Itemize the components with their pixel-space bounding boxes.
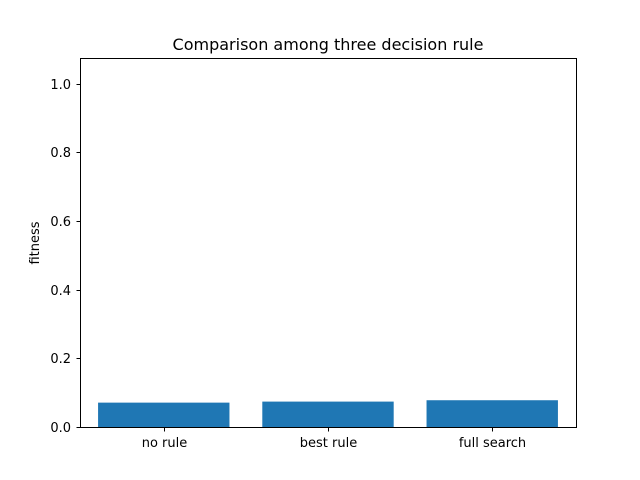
y-tick-label-5: 1.0 xyxy=(50,78,71,93)
y-tick-label-0: 0.0 xyxy=(50,421,71,436)
y-tick-label-4: 0.8 xyxy=(50,146,71,161)
bar-2 xyxy=(426,400,558,427)
y-tick-label-2: 0.4 xyxy=(50,284,71,299)
y-tick-label-1: 0.2 xyxy=(50,352,71,367)
bar-0 xyxy=(98,402,230,427)
y-tick-label-3: 0.6 xyxy=(50,215,71,230)
x-tick-label-0: no rule xyxy=(142,436,188,451)
bar-1 xyxy=(262,401,394,427)
y-axis-label: fitness xyxy=(28,221,43,264)
plot-area: 0.0 0.2 0.4 0.6 0.8 1.0 no rule best rule full s… xyxy=(50,58,577,451)
x-tick-label-1: best rule xyxy=(300,436,357,451)
x-tick-label-2: full search xyxy=(459,436,526,451)
chart-title: Comparison among three decision rule xyxy=(173,35,484,54)
